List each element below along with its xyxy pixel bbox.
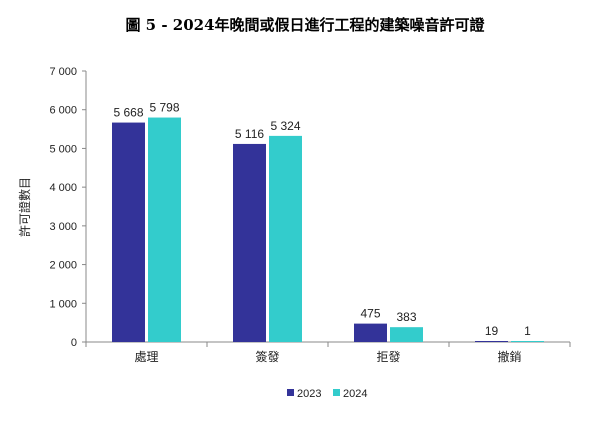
y-tick-label: 2 000 [49, 260, 77, 272]
bar-2024-3 [511, 341, 544, 342]
legend-swatch-2024 [333, 389, 340, 396]
data-label: 383 [396, 310, 416, 324]
y-tick-label: 7 000 [49, 66, 77, 78]
data-label: 5 324 [270, 119, 300, 133]
x-tick-label: 簽發 [255, 349, 279, 364]
bar-2024-2 [390, 327, 423, 342]
y-tick-label: 6 000 [49, 105, 77, 117]
bar-2023-2 [354, 323, 387, 342]
y-tick-label: 3 000 [49, 221, 77, 233]
bar-2024-1 [269, 135, 302, 342]
y-axis-label: 許可證數目 [17, 177, 32, 237]
y-tick-label: 1 000 [49, 298, 77, 310]
chart-title: 圖 5 - 2024年晚間或假日進行工程的建築噪音許可證 [125, 16, 485, 34]
data-label: 5 668 [113, 106, 143, 120]
data-label: 5 116 [235, 127, 264, 141]
data-label: 475 [360, 307, 380, 321]
bar-2023-0 [112, 122, 145, 342]
plot-area: 0 1 000 2 000 3 000 4 000 5 000 6 000 7 000 5 66… [49, 66, 571, 364]
x-tick-label: 撤銷 [497, 349, 521, 364]
legend-swatch-2023 [287, 389, 294, 396]
legend: 2023 2024 [287, 388, 367, 400]
bar-2023-1 [233, 143, 266, 342]
bar-2023-3 [475, 341, 508, 342]
data-label: 19 [485, 324, 499, 338]
legend-label-2023: 2023 [297, 388, 321, 400]
y-tick-label: 4 000 [49, 182, 77, 194]
x-tick-label: 拒發 [376, 349, 400, 364]
data-label: 1 [524, 324, 531, 338]
x-tick-label: 處理 [134, 350, 158, 364]
bar-2024-0 [148, 117, 181, 342]
y-tick-label: 5 000 [49, 143, 77, 155]
data-label: 5 798 [149, 101, 179, 115]
legend-label-2024: 2024 [343, 388, 367, 400]
y-tick-label: 0 [71, 337, 77, 349]
